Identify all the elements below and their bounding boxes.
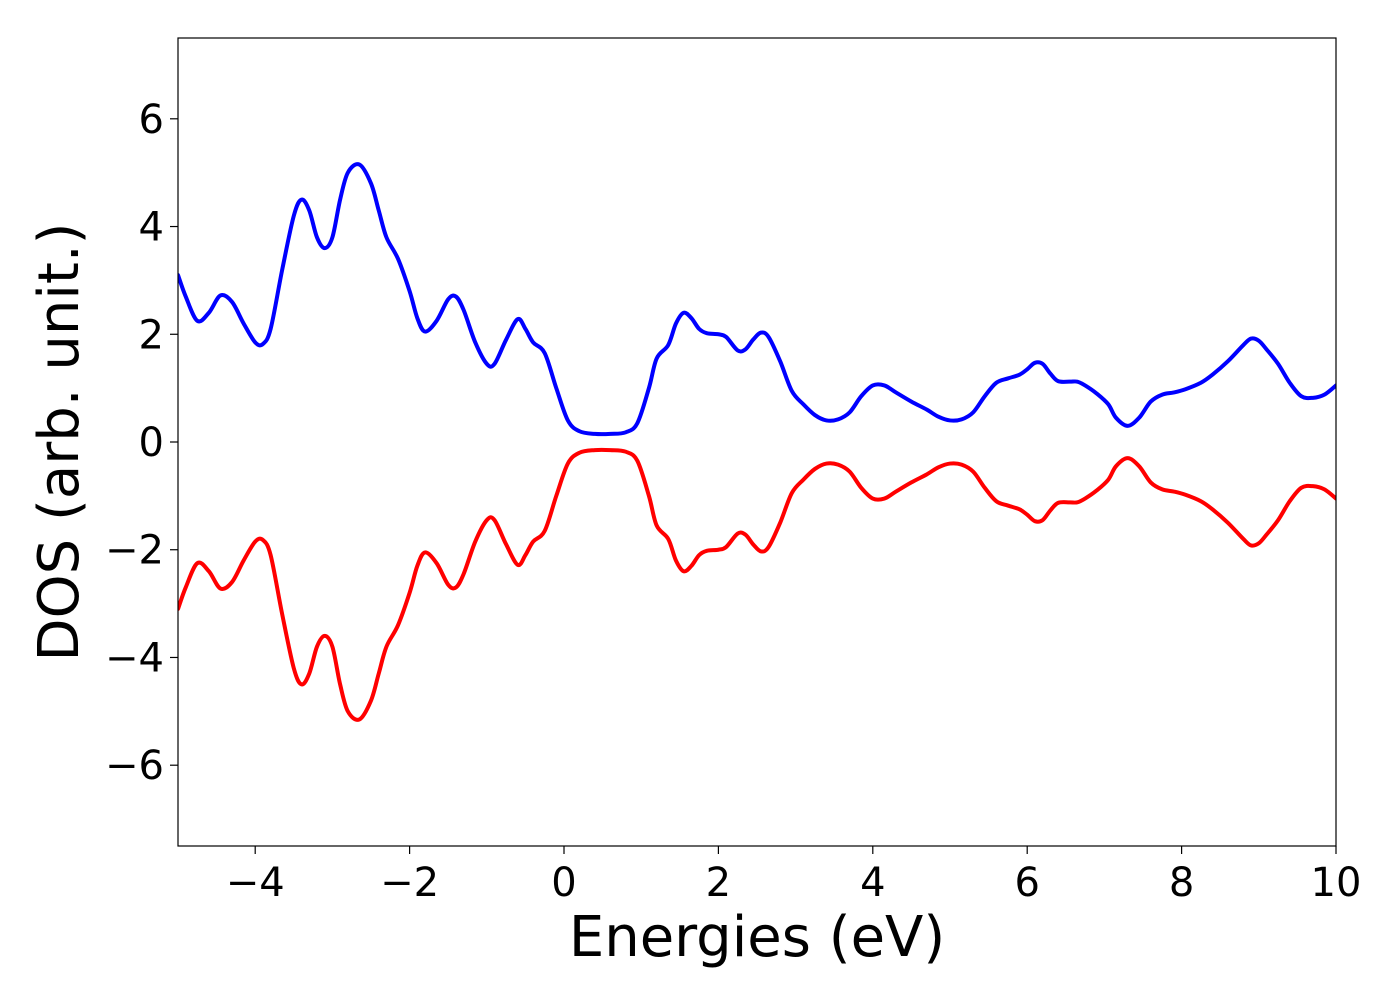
x-tick-label: 0 bbox=[551, 860, 576, 906]
series-layer bbox=[178, 162, 1336, 722]
x-tick-label: 4 bbox=[860, 860, 885, 906]
y-axis-ticks: −6 −4 −2 0 2 4 6 bbox=[105, 97, 178, 789]
x-axis-label: Energies (eV) bbox=[569, 905, 945, 970]
x-tick-label: −2 bbox=[380, 860, 439, 906]
dos-series-line-2 bbox=[178, 447, 1336, 722]
dos-series-line-1 bbox=[178, 162, 1336, 437]
x-axis-ticks: −4 −2 0 2 4 6 8 10 bbox=[226, 846, 1362, 906]
x-tick-label: 2 bbox=[706, 860, 731, 906]
y-tick-label: −6 bbox=[105, 743, 164, 789]
y-axis-label: DOS (arb. unit.) bbox=[27, 222, 92, 661]
y-tick-label: 0 bbox=[139, 420, 164, 466]
x-tick-label: −4 bbox=[226, 860, 285, 906]
y-tick-label: 2 bbox=[139, 312, 164, 358]
y-tick-label: −4 bbox=[105, 635, 164, 681]
x-tick-label: 10 bbox=[1311, 860, 1362, 906]
y-tick-label: −2 bbox=[105, 528, 164, 574]
x-tick-label: 8 bbox=[1169, 860, 1194, 906]
y-tick-label: 6 bbox=[139, 97, 164, 143]
y-tick-label: 4 bbox=[139, 205, 164, 251]
x-tick-label: 6 bbox=[1014, 860, 1039, 906]
